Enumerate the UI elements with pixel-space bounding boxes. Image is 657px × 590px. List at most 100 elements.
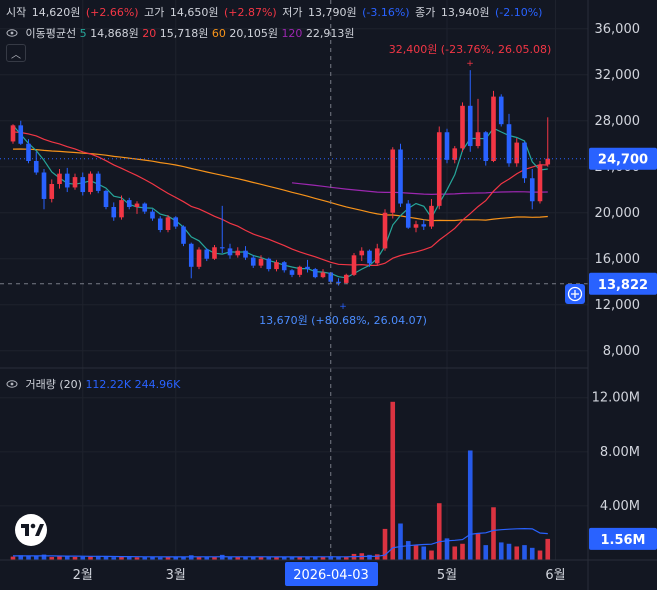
candle-body <box>266 258 272 270</box>
volume-bar <box>444 538 450 560</box>
volume-bar <box>72 556 78 560</box>
candle-body <box>351 255 357 275</box>
candle-body <box>274 262 279 270</box>
volume-bar <box>18 555 24 560</box>
volume-bar <box>537 550 543 560</box>
add-alert-button[interactable] <box>565 284 585 304</box>
volume-bar <box>150 556 155 560</box>
volume-bar <box>57 556 62 560</box>
price-tick-label: 16,000 <box>595 252 641 267</box>
volume-bar <box>88 556 93 560</box>
candle-body <box>165 217 171 230</box>
high-label: 고가 <box>144 6 165 19</box>
volume-bar <box>343 556 349 560</box>
volume-axis[interactable]: 4.00M 8.00M 12.00M <box>592 391 640 514</box>
current-price-badge <box>589 147 657 170</box>
open-label: 시작 <box>6 6 27 19</box>
volume-bar <box>188 555 194 560</box>
volume-tick-label: 12.00M <box>592 391 640 406</box>
volume-bar <box>165 557 171 560</box>
volume-label: 거래량 (20) <box>25 378 82 391</box>
collapse-chevron-icon[interactable]: ︿ <box>6 44 26 62</box>
candle-body <box>498 96 504 125</box>
volume-bar <box>522 545 527 560</box>
candle-body <box>374 248 380 264</box>
volume-bar <box>382 528 388 560</box>
volume-bar <box>320 556 326 560</box>
candle-body <box>367 250 372 264</box>
candle-body <box>33 161 39 173</box>
candle-body <box>320 272 326 278</box>
candle-body <box>429 205 434 227</box>
candle-body <box>150 211 155 219</box>
close-value: 13,940원 <box>440 6 490 19</box>
price-tick-label: 12,000 <box>595 298 641 313</box>
volume-bar <box>173 557 179 560</box>
time-tick-label: 2월 <box>73 568 93 583</box>
current-volume-label: 1.56M <box>600 533 645 548</box>
volume-bar <box>390 401 396 560</box>
candle-body <box>359 250 365 256</box>
visibility-icon[interactable] <box>6 28 18 38</box>
candle-body <box>336 281 341 283</box>
candle-body <box>382 212 388 249</box>
candle-body <box>467 105 473 147</box>
candle-body <box>119 200 124 218</box>
candle-body <box>413 224 419 228</box>
volume-bar <box>157 557 163 560</box>
volume-bar <box>80 556 86 560</box>
volume-legend[interactable]: 거래량 (20) 112.22K 244.96K <box>6 376 180 392</box>
time-tick-label: 6월 <box>545 568 565 583</box>
candle-body <box>227 248 233 256</box>
volume-grid <box>0 397 588 507</box>
volume-bar <box>49 557 55 560</box>
volume-bar <box>212 556 217 560</box>
volume-bar <box>506 543 512 560</box>
volume-bar <box>95 555 101 560</box>
candle-body <box>421 224 427 227</box>
time-tick-label: 5월 <box>437 568 457 583</box>
time-axis[interactable]: 2월 3월 5월 6월 <box>73 568 566 583</box>
candle-body <box>522 142 527 179</box>
close-change: (-2.10%) <box>494 6 543 19</box>
close-label: 종가 <box>415 6 436 19</box>
candle-body <box>444 132 450 160</box>
ma20-line <box>12 131 548 266</box>
ma-legend[interactable]: 이동평균선 5 14,868원 20 15,718원 60 20,105원 12… <box>6 25 355 41</box>
candle-body <box>250 257 256 266</box>
price-tick-label: 36,000 <box>595 22 641 37</box>
high-change: (+2.87%) <box>223 6 277 19</box>
volume-bar <box>297 556 303 560</box>
volume-bar <box>243 557 248 560</box>
low-marker: + <box>339 302 347 312</box>
volume-bar <box>514 546 520 560</box>
volume-bar <box>103 556 109 560</box>
candle-body <box>111 207 117 218</box>
ma5-value: 14,868원 <box>90 27 139 40</box>
candles[interactable] <box>10 70 551 286</box>
volume-bar <box>312 557 318 560</box>
price-tick-label: 32,000 <box>595 68 641 83</box>
visibility-icon[interactable] <box>6 379 18 389</box>
candle-body <box>142 203 148 212</box>
price-tick-label: 28,000 <box>595 114 641 129</box>
volume-tick-label: 4.00M <box>600 499 640 514</box>
high-value: 14,650원 <box>169 6 219 19</box>
volume-bar <box>235 556 241 560</box>
volume-bar <box>429 550 434 560</box>
candle-body <box>196 249 202 267</box>
candle-body <box>219 247 225 249</box>
candle-body <box>545 158 551 165</box>
low-value: 13,790원 <box>307 6 357 19</box>
ma60-period: 60 <box>211 27 226 40</box>
volume-bar <box>266 557 272 560</box>
tradingview-logo[interactable] <box>15 514 47 546</box>
candle-body <box>18 125 24 144</box>
volume-bar <box>398 523 403 560</box>
volume-bar <box>181 557 186 560</box>
candle-body <box>72 177 78 188</box>
time-tick-label: 3월 <box>166 568 186 583</box>
ma60-line <box>12 148 548 222</box>
candle-body <box>64 173 70 188</box>
